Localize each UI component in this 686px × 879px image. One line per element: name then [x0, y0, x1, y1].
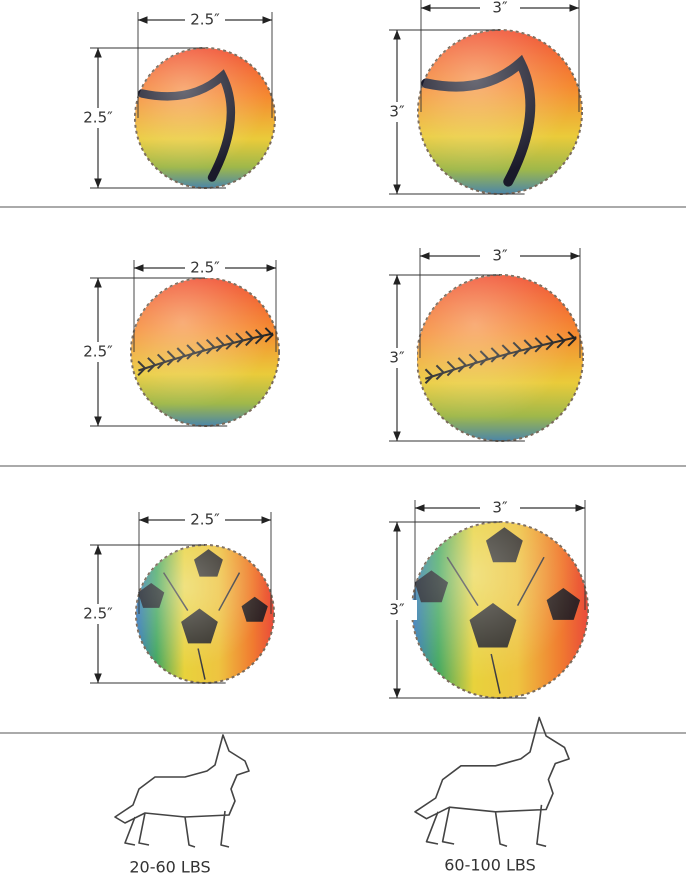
width-label: 3″ — [492, 499, 508, 517]
ball — [134, 47, 276, 189]
height-label: 2.5″ — [83, 605, 113, 623]
label-bg — [480, 0, 520, 18]
label-bg — [377, 600, 417, 620]
width-label: 3″ — [492, 0, 508, 17]
label-bg — [377, 102, 417, 122]
height-label: 3″ — [389, 601, 405, 619]
weight-label: 60-100 LBS — [444, 856, 536, 875]
ball — [411, 521, 589, 699]
width-label: 2.5″ — [190, 511, 220, 529]
weight-label: 20-60 LBS — [129, 858, 210, 877]
label-bg — [377, 348, 417, 368]
label-bg — [78, 108, 118, 128]
ball-shine — [418, 30, 582, 194]
ball — [130, 277, 280, 427]
label-bg — [185, 258, 225, 278]
width-label: 2.5″ — [190, 11, 220, 29]
label-bg — [480, 498, 520, 518]
dog-outline — [114, 734, 250, 848]
dog-outline — [414, 716, 570, 848]
width-label: 2.5″ — [190, 259, 220, 277]
ball-shine — [417, 275, 583, 441]
ball — [135, 544, 275, 684]
width-label: 3″ — [492, 247, 508, 265]
label-bg — [78, 604, 118, 624]
height-label: 2.5″ — [83, 109, 113, 127]
ball — [416, 274, 584, 442]
label-bg — [78, 342, 118, 362]
ball-shine — [412, 522, 588, 698]
height-label: 2.5″ — [83, 343, 113, 361]
label-bg — [480, 246, 520, 266]
height-label: 3″ — [389, 349, 405, 367]
ball — [417, 29, 583, 195]
label-bg — [185, 510, 225, 530]
ball-shine — [131, 278, 279, 426]
ball-shine — [136, 545, 274, 683]
label-bg — [185, 10, 225, 30]
ball-shine — [135, 48, 275, 188]
height-label: 3″ — [389, 103, 405, 121]
